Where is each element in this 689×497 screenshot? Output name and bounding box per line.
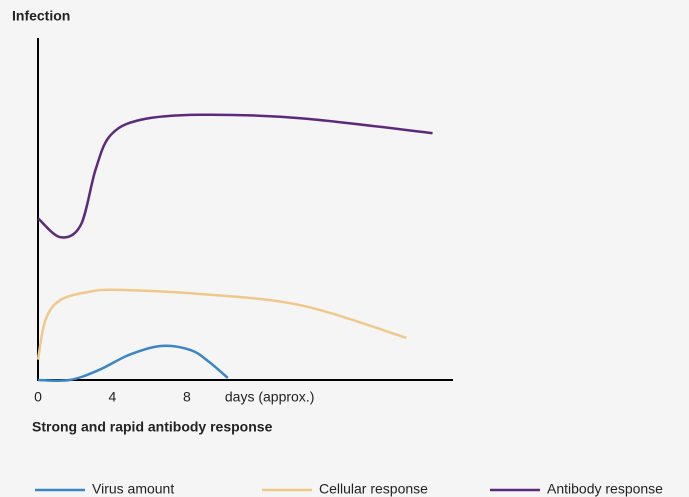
legend-label: Cellular response — [319, 481, 428, 497]
x-tick-label: 4 — [109, 389, 117, 405]
chart-title: Infection — [12, 8, 70, 24]
series-line — [37, 113, 433, 239]
x-tick-label: 0 — [34, 389, 42, 405]
chart-subtitle: Strong and rapid antibody response — [32, 419, 273, 435]
series-line — [36, 288, 407, 360]
series-line — [37, 344, 229, 382]
legend-label: Virus amount — [92, 481, 174, 497]
legend-label: Antibody response — [547, 481, 663, 497]
x-axis-label: days (approx.) — [225, 389, 314, 405]
x-tick-label: 8 — [183, 389, 191, 405]
